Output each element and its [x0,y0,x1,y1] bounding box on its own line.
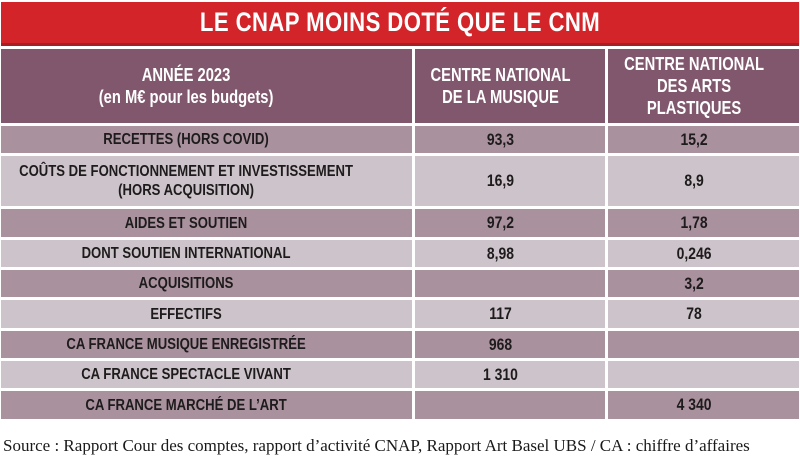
row-label-cell: DONT SOUTIEN INTERNATIONAL [1,240,412,267]
cnap-value: 4 340 [676,395,712,414]
row-label-cell: CA FRANCE MARCHÉ DE L’ART [1,391,412,419]
row-label-cell: AIDES ET SOUTIEN [1,209,412,237]
header-cell-cnm: CENTRE NATIONAL DE LA MUSIQUE [415,49,605,123]
row-label-cell: CA FRANCE SPECTACLE VIVANT [1,361,412,388]
cnm-value-cell: 97,2 [415,209,605,237]
cnm-value: 968 [488,334,513,354]
header-cell-annee: ANNÉE 2023 (en M€ pour les budgets) [1,49,412,123]
comparison-table: ANNÉE 2023 (en M€ pour les budgets) CENT… [1,49,799,419]
cnap-value: 8,9 [684,171,704,190]
cnap-value: 1,78 [680,213,708,232]
cnm-value-cell: 16,9 [415,156,605,206]
cnap-value: 15,2 [680,129,708,149]
cnm-value: 16,9 [486,171,515,190]
cnm-value-cell: 8,98 [415,240,605,267]
row-label: COÛTS DE FONCTIONNEMENT ET INVESTISSEMEN… [19,163,353,199]
cnm-value: 93,3 [486,129,515,149]
row-label: ACQUISITIONS [138,275,234,292]
cnm-value-cell: 117 [415,300,605,328]
row-label: AIDES ET SOUTIEN [124,214,248,232]
cnm-value: 1 310 [483,364,518,384]
cnm-value-cell [415,270,605,297]
row-label-cell: ACQUISITIONS [1,270,412,297]
cnap-value-cell [608,331,799,358]
cnap-value-cell [608,361,799,388]
header-cell-cnap: CENTRE NATIONAL DES ARTS PLASTIQUES [608,49,799,123]
cnap-value-cell: 4 340 [608,391,799,419]
cnap-value-cell: 3,2 [608,270,799,297]
cnap-value: 3,2 [684,273,704,293]
cnap-value-cell: 0,246 [608,240,799,267]
cnm-value: 117 [489,304,512,323]
row-label-cell: CA FRANCE MUSIQUE ENREGISTRÉE [1,331,412,358]
cnm-value-cell: 1 310 [415,361,605,388]
row-label-cell: EFFECTIFS [1,300,412,328]
page-title: LE CNAP MOINS DOTÉ QUE LE CNM [199,7,601,37]
cnap-value: 78 [686,304,702,323]
header-label: CENTRE NATIONAL DES ARTS PLASTIQUES [623,54,764,118]
header-label: CENTRE NATIONAL DE LA MUSIQUE [430,65,571,107]
row-label-cell: RECETTES (HORS COVID) [1,126,412,153]
cnm-value-cell [415,391,605,419]
cnm-value-cell: 93,3 [415,126,605,153]
cnap-value-cell: 78 [608,300,799,328]
row-label: CA FRANCE MARCHÉ DE L’ART [85,396,287,414]
cnap-value-cell: 8,9 [608,156,799,206]
infographic-page: LE CNAP MOINS DOTÉ QUE LE CNM ANNÉE 2023… [1,0,799,456]
row-label: RECETTES (HORS COVID) [103,131,269,148]
source-note: Source : Rapport Cour des comptes, rappo… [3,436,750,455]
cnm-value: 97,2 [486,213,515,232]
row-label: CA FRANCE SPECTACLE VIVANT [81,366,291,383]
row-label: DONT SOUTIEN INTERNATIONAL [81,245,291,262]
cnm-value-cell: 968 [415,331,605,358]
row-label: EFFECTIFS [150,305,222,323]
cnap-value-cell: 15,2 [608,126,799,153]
header-label: ANNÉE 2023 (en M€ pour les budgets) [98,65,274,107]
row-label-cell: COÛTS DE FONCTIONNEMENT ET INVESTISSEMEN… [1,156,412,206]
cnm-value: 8,98 [486,243,515,263]
cnap-value-cell: 1,78 [608,209,799,237]
title-bar: LE CNAP MOINS DOTÉ QUE LE CNM [1,2,799,46]
row-label: CA FRANCE MUSIQUE ENREGISTRÉE [66,336,306,353]
cnap-value: 0,246 [676,243,712,263]
